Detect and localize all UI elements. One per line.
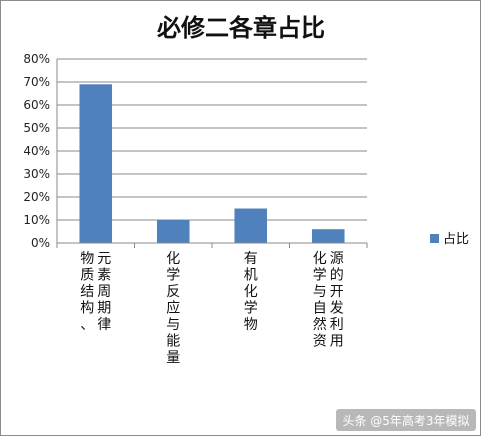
y-tick-label: 20% [23,190,50,204]
category-label-char: 有 [244,251,258,267]
category-label-char: 然 [313,316,327,333]
category-label-char: 发 [330,301,344,317]
category-label-char: 能 [166,334,180,350]
category-label-char: 机 [244,268,258,284]
category-label-char: 用 [330,334,344,350]
y-tick-label: 40% [23,144,50,158]
category-label-char: 的 [330,268,344,284]
category-label-char: 周 [97,284,111,300]
y-tick-label: 10% [23,213,50,227]
category-label-char: 资 [313,334,327,350]
watermark: 头条 @5年高考3年模拟 [336,409,476,431]
y-tick-label: 0% [31,236,50,250]
y-axis-tick-labels: 0% 10% 20% 30% 40% 50% 60% 70% 80% [23,52,50,250]
bar-series [79,84,345,243]
category-label-char: 开 [330,284,344,300]
watermark-background [336,409,476,431]
category-label-char: 源 [330,251,344,267]
category-label-char: 学 [244,301,258,317]
watermark-text: 头条 @5年高考3年模拟 [342,413,469,428]
bar [79,84,113,243]
category-label-char: 应 [166,300,180,317]
category-label-char: 化 [313,251,327,267]
category-label-char: 素 [97,268,111,284]
bar [311,229,345,243]
category-label-char: 自 [313,301,327,317]
bar [156,220,190,243]
category-label-char: 元 [97,251,111,267]
category-label-char: 化 [244,284,258,300]
category-label-char: 结 [80,284,94,300]
category-label-char: 期 [97,301,111,317]
y-tick-label: 60% [23,98,50,112]
category-label-char: 构 [80,301,94,317]
category-label-char: 物 [80,251,94,267]
axes [56,59,368,248]
category-label-char: 与 [313,284,327,300]
category-label-char: 学 [166,268,180,284]
category-label-char: 化 [166,251,180,267]
category-label-char: 利 [330,317,344,333]
y-tick-label: 50% [23,121,50,135]
category-label-char: 、 [80,317,94,333]
legend: 占比 [430,232,469,247]
category-label-char: 与 [166,317,180,333]
chart-title: 必修二各章占比 [157,13,325,42]
y-tick-label: 80% [23,52,50,66]
legend-swatch [430,234,439,243]
category-label-char: 物 [244,317,258,333]
bar [234,208,268,243]
category-label-char: 学 [313,268,327,284]
category-label-char: 质 [80,268,94,284]
legend-label: 占比 [443,232,469,247]
category-label-char: 反 [166,284,180,300]
category-label-char: 量 [166,350,180,366]
category-label-char: 律 [97,317,111,333]
y-tick-label: 30% [23,167,50,181]
y-tick-label: 70% [23,75,50,89]
